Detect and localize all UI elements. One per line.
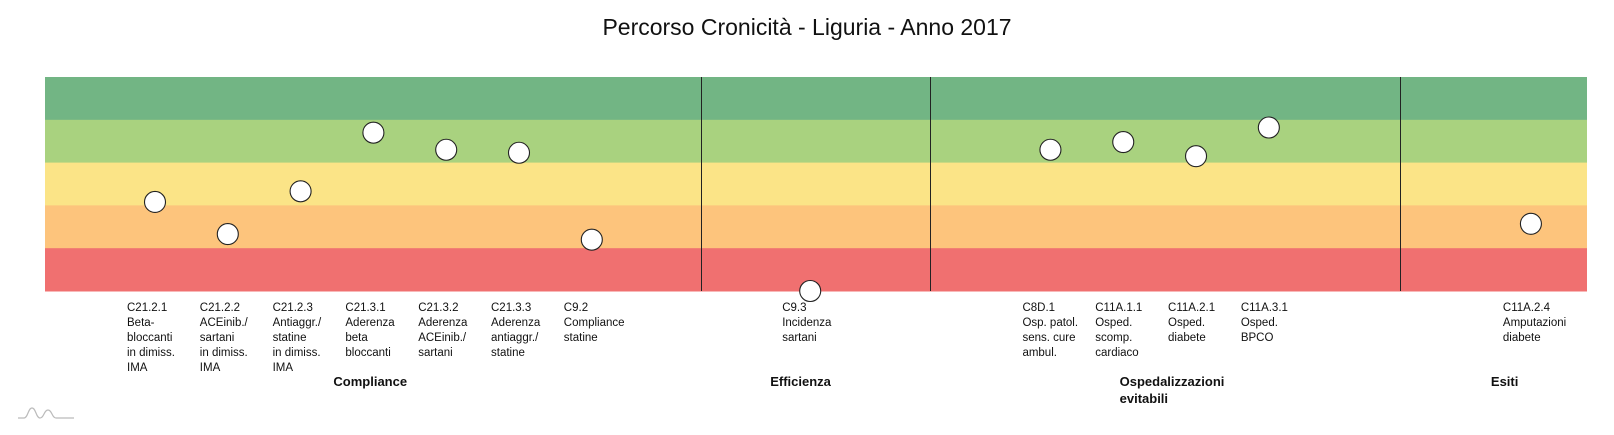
indicator-name-line: sartani [418,347,453,359]
indicator-label: C21.3.2 Aderenza ACEinib./ sartani [418,301,467,361]
indicator-marker[interactable] [1039,138,1062,161]
indicator-name-line: in dimiss. [127,347,175,359]
indicator-label: C11A.3.1 Osped. BPCO [1241,301,1288,346]
indicator-name-line: in dimiss. [199,347,248,359]
indicator-label: C21.2.3 Antiaggr./ statine in dimiss. IMA [273,301,322,376]
indicator-label: C11A.1.1 Osped. scomp. cardiaco [1095,301,1142,361]
indicator-name-line: sartani [199,332,235,344]
indicator-code: C21.3.2 [418,302,459,314]
group-label-line: Esiti [1490,374,1519,389]
indicator-name-line: Osped. [1240,317,1278,329]
band-1 [45,77,1587,121]
indicator-name-line: sartani [782,332,817,344]
logo-icon [18,407,74,419]
indicator-label: C11A.2.1 Osped. diabete [1168,301,1215,346]
indicator-label: C21.2.2 ACEinib./ sartani in dimiss. IMA [200,301,248,376]
indicator-label: C21.2.1 Beta-bloccanti in dimiss. IMA [127,301,175,376]
indicator-marker[interactable] [435,138,458,161]
band-3 [45,162,1587,206]
group-label-line: evitabili [1119,391,1169,406]
indicator-name-line: Aderenza [418,317,468,329]
indicator-code: C21.3.1 [345,302,386,314]
indicator-code: C21.2.3 [272,302,313,314]
indicator-markers [143,116,1542,303]
band-2 [45,119,1587,164]
indicator-name-line: statine [272,332,307,344]
indicator-name-line: Compliance [563,317,625,329]
band-4 [45,205,1587,249]
indicator-marker[interactable] [799,279,822,303]
indicator-name-line: statine [563,332,598,344]
indicator-name-line: Aderenza [491,317,541,329]
indicator-name-line: ambul. [1022,347,1057,359]
indicator-code: C21.2.2 [199,302,241,314]
indicator-code: C11A.1.1 [1095,302,1143,314]
indicator-marker[interactable] [1112,131,1135,154]
group-label-line: Ospedalizzazioni [1119,374,1225,389]
indicator-marker[interactable] [362,121,385,144]
indicator-name-line: Osped. [1168,317,1206,329]
indicator-marker[interactable] [289,180,312,203]
indicator-name-line: IMA [272,362,294,374]
indicator-name-line: in dimiss. [272,347,321,359]
indicator-label: C21.3.1 Aderenza beta bloccanti [345,301,394,361]
indicator-code: C9.3 [782,302,807,314]
indicator-name-line: Aderenza [345,317,395,329]
indicator-label: C9.2 Compliance statine [564,301,625,346]
indicator-name-line: statine [491,347,525,359]
indicator-code: C9.2 [563,302,589,314]
indicator-name-line: IMA [199,362,221,374]
indicator-name-line: bloccanti [345,347,391,359]
indicator-name-line: scomp. [1095,332,1133,344]
indicator-name-line: ACEinib./ [418,332,467,344]
indicator-code: C21.2.1 [127,302,168,314]
performance-bands [45,77,1587,292]
indicator-label: C9.3 Incidenza sartani [782,301,831,346]
indicator-code: C11A.2.4 [1502,302,1551,314]
indicator-name-line: Beta- [127,317,155,329]
indicator-marker[interactable] [143,190,167,214]
indicator-code: C11A.3.1 [1240,302,1288,314]
group-label: Ospedalizzazioni evitabili [1120,373,1225,407]
indicator-name-line: sens. cure [1022,332,1076,344]
indicator-name-line: Osped. [1095,317,1133,329]
chart-title: Percorso Cronicità - Liguria - Anno 2017 [602,14,1012,40]
indicator-label: C8D.1 Osp. patol. sens. cure ambul. [1022,301,1078,361]
indicator-marker[interactable] [1184,145,1208,168]
indicator-name-line: Osp. patol. [1022,317,1079,329]
indicator-name-line: Incidenza [782,317,832,329]
indicator-label: C11A.2.4 Amputazioni diabete [1503,301,1566,346]
indicator-name-line: BPCO [1240,332,1274,344]
indicator-label: C21.3.3 Aderenza antiaggr./ statine [491,301,540,361]
indicator-marker[interactable] [1257,116,1280,139]
group-label: Compliance [333,373,407,390]
indicator-name-line: Amputazioni [1502,317,1567,329]
indicator-marker[interactable] [216,223,239,246]
group-separators [701,77,1401,291]
group-label-line: Efficienza [770,374,831,389]
indicator-name-line: beta [345,332,368,344]
group-label: Efficienza [770,373,831,390]
indicator-code: C8D.1 [1022,302,1056,314]
indicator-code: C11A.2.1 [1168,302,1216,314]
group-label: Esiti [1491,373,1518,390]
indicator-marker[interactable] [1519,212,1542,235]
indicator-name-line: bloccanti [127,332,173,344]
indicator-name-line: diabete [1502,332,1541,344]
indicator-name-line: cardiaco [1095,347,1139,359]
indicator-name-line: antiaggr./ [491,332,539,344]
indicator-name-line: ACEinib./ [199,317,248,329]
indicator-name-line: diabete [1168,332,1206,344]
indicator-name-line: Antiaggr./ [272,317,322,329]
indicator-name-line: IMA [127,362,148,374]
indicator-marker[interactable] [580,228,603,251]
indicator-marker[interactable] [507,141,531,164]
group-label-line: Compliance [333,374,408,389]
indicator-code: C21.3.3 [491,302,532,314]
